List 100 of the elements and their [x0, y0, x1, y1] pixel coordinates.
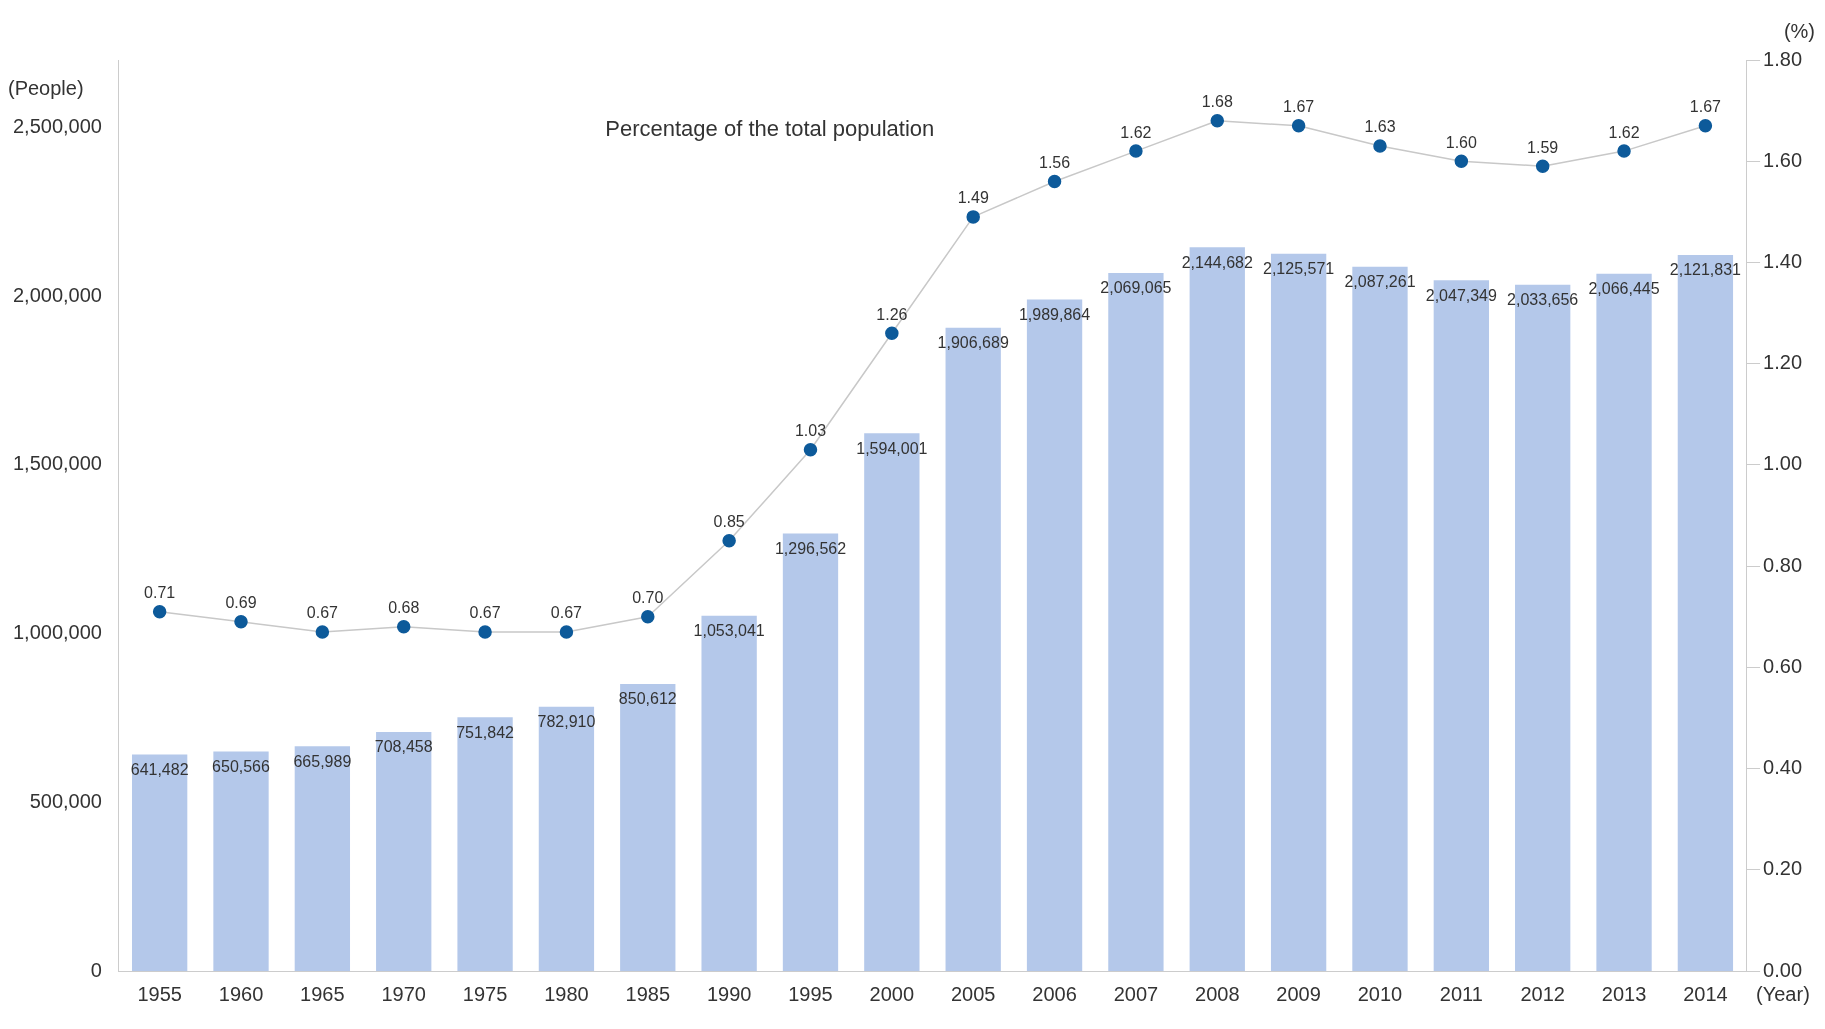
data-label: 2,125,571	[1263, 260, 1335, 278]
data-label: 2,047,349	[1425, 286, 1498, 304]
data-label: 0.85	[713, 513, 745, 531]
point	[1129, 144, 1143, 158]
point	[885, 326, 899, 341]
point	[1373, 139, 1387, 153]
bar	[213, 751, 269, 971]
x-tick-label: 1975	[462, 982, 508, 1005]
x-tick-label: 1985	[625, 982, 671, 1005]
x-axis-title: (Year)	[1756, 982, 1810, 1005]
data-label: 665,989	[293, 752, 352, 770]
bar	[620, 684, 676, 971]
y2-tick-label: 0.00	[1763, 958, 1803, 981]
y2-tick-label: 0.40	[1763, 756, 1803, 779]
point	[641, 609, 655, 624]
data-label: 1.59	[1527, 138, 1559, 156]
data-label: 2,144,682	[1181, 253, 1253, 271]
point	[803, 442, 818, 457]
point	[315, 625, 330, 639]
x-tick-label: 2005	[950, 982, 996, 1005]
data-label: 1.49	[957, 189, 989, 207]
bar	[294, 746, 351, 971]
y-tick-label: 1,500,000	[12, 452, 102, 475]
point	[1617, 144, 1631, 158]
point	[1454, 154, 1469, 168]
y-tick-label: 2,500,000	[12, 115, 102, 137]
x-tick-label: 1980	[544, 982, 589, 1005]
y2-tick-label: 0.60	[1763, 654, 1803, 677]
data-label: 1.03	[794, 422, 827, 440]
data-label: 1.62	[1120, 123, 1152, 141]
data-label: 2,033,656	[1507, 291, 1579, 309]
point	[1047, 174, 1062, 189]
x-tick-label: 1965	[300, 982, 345, 1005]
point	[966, 210, 980, 224]
x-tick-label: 2014	[1683, 982, 1728, 1005]
x-tick-label: 2000	[869, 982, 915, 1005]
x-tick-label: 1990	[706, 982, 752, 1005]
data-label: 650,566	[212, 757, 271, 775]
y2-tick-label: 0.80	[1763, 553, 1803, 576]
point	[478, 625, 492, 639]
data-label: 1.67	[1283, 98, 1315, 116]
point	[1698, 119, 1713, 133]
point	[1210, 113, 1225, 128]
x-tick-label: 2013	[1601, 982, 1647, 1005]
y-tick-label: 2,000,000	[12, 283, 102, 306]
data-label: 0.70	[632, 589, 664, 607]
data-label: 751,842	[456, 723, 515, 741]
y2-tick-label: 1.00	[1763, 452, 1803, 475]
data-label: 0.67	[306, 604, 339, 622]
data-label: 0.69	[225, 594, 257, 612]
y-axis-title: (People)	[8, 77, 84, 99]
x-tick-label: 1955	[137, 982, 182, 1005]
x-tick-label: 2009	[1276, 982, 1321, 1005]
x-tick-label: 2010	[1357, 982, 1403, 1005]
y2-tick-label: 1.20	[1763, 351, 1803, 374]
bar	[131, 754, 188, 971]
data-label: 1.62	[1608, 123, 1640, 141]
y2-tick-label: 1.80	[1763, 47, 1803, 70]
text: Percentage of the total population	[605, 116, 935, 142]
data-label: 2,066,445	[1588, 280, 1660, 298]
point	[559, 625, 574, 639]
y2-tick-label: 1.60	[1763, 148, 1803, 171]
y2-tick-label: 1.40	[1763, 249, 1803, 272]
data-label: 1.63	[1364, 118, 1396, 136]
x-tick-label: 2012	[1520, 982, 1565, 1005]
point	[234, 615, 248, 629]
data-label: 850,612	[618, 690, 677, 708]
data-label: 0.71	[144, 584, 176, 602]
x-tick-label: 1960	[218, 982, 264, 1005]
data-label: 641,482	[130, 760, 189, 778]
data-label: 1,594,001	[856, 439, 928, 457]
data-label: 1.56	[1038, 153, 1071, 171]
x-tick-label: 2007	[1113, 982, 1159, 1005]
y2-axis-title: (%)	[1783, 19, 1815, 42]
point	[722, 534, 736, 548]
data-label: 1.60	[1445, 133, 1477, 151]
data-label: 0.67	[469, 604, 501, 622]
y-tick-label: 0	[90, 958, 102, 981]
data-label: 2,069,065	[1100, 279, 1172, 297]
y-tick-label: 500,000	[29, 789, 102, 812]
x-tick-label: 2008	[1195, 982, 1240, 1005]
point	[1291, 119, 1306, 133]
x-tick-label: 2006	[1032, 982, 1077, 1005]
y2-tick-label: 0.20	[1763, 857, 1803, 880]
data-label: 1,906,689	[937, 334, 1009, 352]
data-label: 1.68	[1201, 93, 1233, 111]
point	[1535, 159, 1550, 174]
point	[152, 604, 167, 619]
y-tick-label: 1,000,000	[12, 621, 102, 644]
data-label: 1,296,562	[774, 539, 847, 557]
data-label: 708,458	[374, 738, 433, 756]
bar	[376, 731, 432, 971]
data-label: 2,087,261	[1344, 273, 1416, 291]
data-label: 1,053,041	[693, 622, 765, 640]
x-tick-label: 1970	[381, 982, 426, 1005]
data-label: 1.26	[876, 305, 908, 323]
x-tick-label: 2011	[1439, 982, 1483, 1005]
data-label: 0.67	[550, 604, 583, 622]
x-tick-label: 1995	[788, 982, 833, 1005]
bar	[538, 706, 595, 971]
